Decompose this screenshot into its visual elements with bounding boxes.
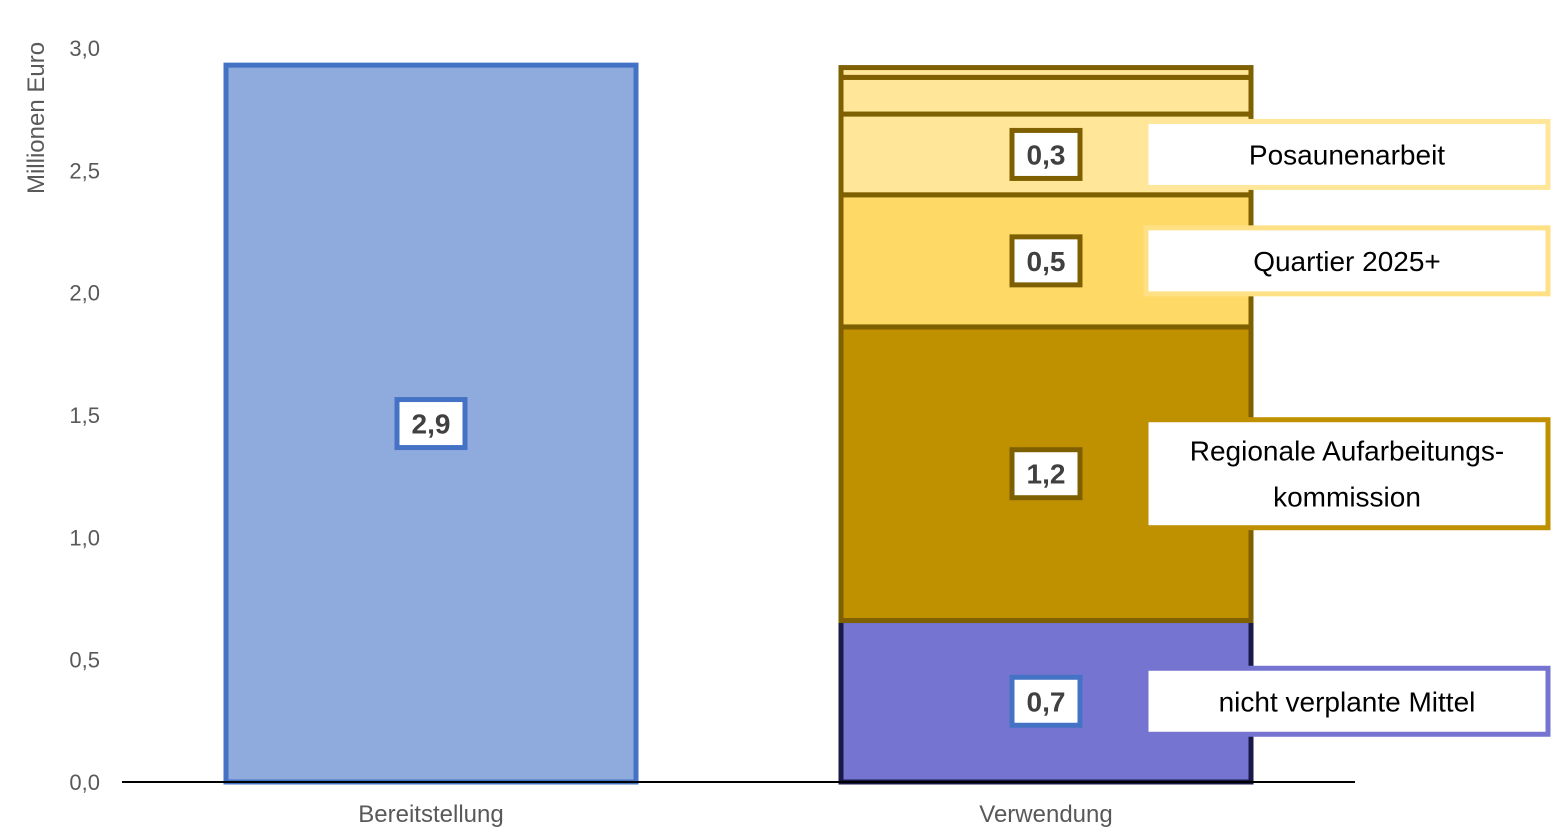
y-tick-label: 2,5 [69,158,100,183]
y-axis-title: Millionen Euro [23,42,50,194]
y-tick-label: 1,0 [69,525,100,550]
bar-segment [838,74,1254,117]
value-label: 0,3 [1027,139,1066,170]
legend-label-box [1143,417,1551,531]
legend-label: Regionale Aufarbeitungs-kommission [1190,436,1504,513]
value-label-box [1009,674,1083,728]
x-category-label: Verwendung [979,801,1112,828]
legend-label-box [1143,665,1551,737]
value-label-box [394,397,468,451]
bars [223,62,1254,785]
legend-label-box [1143,118,1551,190]
y-tick-label: 2,0 [69,281,100,306]
value-label: 1,2 [1027,459,1066,490]
bar-segment [838,65,1254,80]
legend-label-box [1143,225,1551,297]
value-label: 0,7 [1027,686,1066,717]
value-label-box [1009,234,1083,288]
legend-label: Posaunenarbeit [1249,139,1445,170]
x-category-label: Bereitstellung [358,801,503,828]
value-label: 0,5 [1027,246,1066,277]
value-label-box [1009,127,1083,181]
value-labels: 2,9 0,7 1,2 0,5 0,3 [394,127,1083,728]
y-tick-label: 1,5 [69,403,100,428]
legend-label: Quartier 2025+ [1253,246,1441,277]
legend: nicht verplante Mittel Regionale Aufarbei… [1143,118,1551,737]
y-tick-label: 0,0 [69,770,100,795]
value-label: 2,9 [412,409,451,440]
y-axis-ticks: 0,0 0,5 1,0 1,5 2,0 2,5 3,0 [69,36,100,795]
value-label-box [1009,447,1083,501]
y-tick-label: 0,5 [69,648,100,673]
y-tick-label: 3,0 [69,36,100,61]
x-axis-labels: Bereitstellung Verwendung [358,801,1112,828]
legend-label: nicht verplante Mittel [1219,686,1476,717]
